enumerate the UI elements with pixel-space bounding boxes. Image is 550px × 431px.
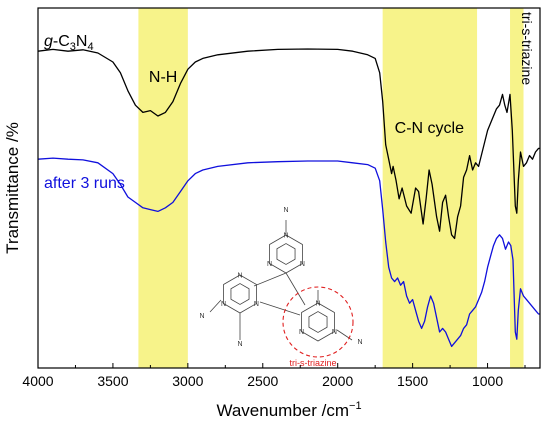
spectra-lines xyxy=(37,48,540,348)
svg-text:N: N xyxy=(332,329,337,336)
svg-text:N: N xyxy=(199,313,204,320)
svg-text:N: N xyxy=(299,329,304,336)
highlight-bands xyxy=(138,8,524,368)
series-line-0 xyxy=(37,48,540,240)
svg-text:N: N xyxy=(283,233,288,240)
inset-label: tri-s-triazine xyxy=(289,358,336,368)
x-tick-label: 3000 xyxy=(172,373,203,389)
x-tick-label: 1500 xyxy=(397,373,428,389)
svg-text:N: N xyxy=(283,207,288,214)
svg-text:N: N xyxy=(315,301,320,308)
x-tick-label: 4000 xyxy=(22,373,53,389)
series-label-after-runs: after 3 runs xyxy=(44,175,125,192)
x-tick-label: 1000 xyxy=(472,373,503,389)
triazine-unit: N N N xyxy=(299,301,337,342)
svg-text:N: N xyxy=(221,301,226,308)
triazine-highlight-circle xyxy=(282,286,354,358)
svg-text:N: N xyxy=(237,341,242,348)
triazine-unit: N N N xyxy=(221,273,259,314)
band-label-nh: N-H xyxy=(149,69,177,86)
series-label-gc3n4: g-C3N4 xyxy=(44,33,94,53)
band-label-cn: C-N cycle xyxy=(395,120,464,137)
svg-text:N: N xyxy=(267,261,272,268)
triazine-unit: N N N xyxy=(267,233,305,274)
x-axis-ticks: 4000 3500 3000 2500 2000 1500 1000 xyxy=(22,363,526,389)
series-line-1 xyxy=(37,157,540,348)
x-axis-label: Wavenumber /cm−1 xyxy=(216,400,361,420)
band-label-triazine: tri-s-triazine xyxy=(519,12,535,85)
series-labels: N-H C-N cycle tri-s-triazine g-C3N4 after 3 … xyxy=(44,12,535,192)
svg-text:N: N xyxy=(237,273,242,280)
x-tick-label: 2000 xyxy=(322,373,353,389)
band-1 xyxy=(382,8,478,368)
x-tick-label: 2500 xyxy=(247,373,278,389)
svg-text:N: N xyxy=(300,261,305,268)
plot-frame xyxy=(37,7,541,369)
band-0 xyxy=(138,8,188,368)
y-axis-label: Transmittance /% xyxy=(3,122,22,254)
svg-text:N: N xyxy=(254,301,259,308)
svg-text:N: N xyxy=(357,339,362,346)
x-tick-label: 3500 xyxy=(97,373,128,389)
